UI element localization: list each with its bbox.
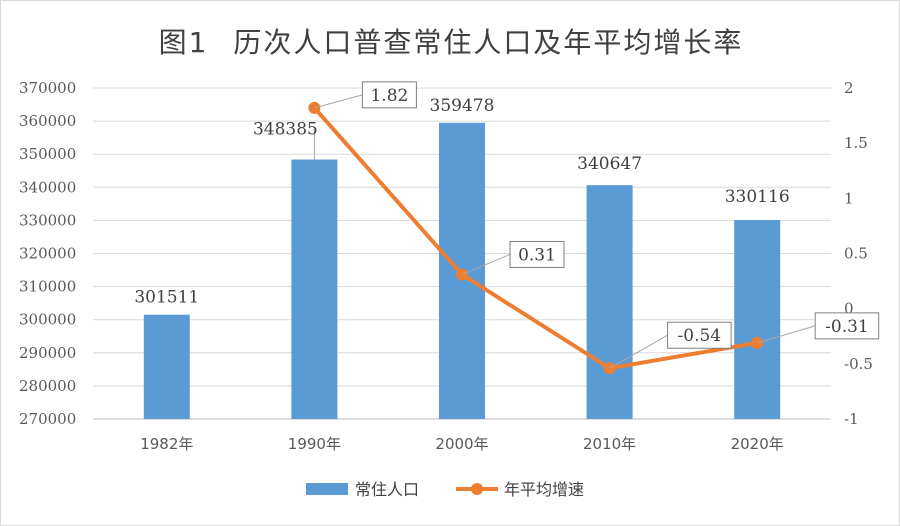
line-data-label: 1.82 xyxy=(370,86,408,106)
line-label-leader xyxy=(461,254,511,275)
y-left-tick-label: 350000 xyxy=(19,145,76,163)
line-label-box xyxy=(814,312,880,340)
bar xyxy=(586,185,633,419)
y-left-tick-label: 340000 xyxy=(19,178,76,196)
line-series-path xyxy=(312,106,758,371)
y-left-tick-label: 270000 xyxy=(19,410,76,428)
line-label-box xyxy=(509,240,565,268)
legend-bar-swatch xyxy=(306,483,348,495)
x-tick-label: 2010年 xyxy=(583,435,636,453)
y-right-tick-label: 0.5 xyxy=(844,245,868,263)
bar-data-label: 359478 xyxy=(430,96,495,116)
bar xyxy=(143,314,190,419)
line-label-box xyxy=(667,321,732,349)
y-left-tick-label: 290000 xyxy=(19,344,76,362)
x-tick-label: 2020年 xyxy=(731,435,784,453)
x-tick-label: 1982年 xyxy=(140,435,193,453)
axes: 270000 280000 290000 300000 310000 320000 3300… xyxy=(19,79,873,453)
data-labels: 301511 348385 359478 340647 330116 1.82 0.31 -0… xyxy=(134,81,880,369)
y-right-tick-label: 1 xyxy=(844,189,854,207)
bar-data-label: 301511 xyxy=(134,288,199,308)
y-left-tick-label: 330000 xyxy=(19,211,76,229)
legend-line-marker xyxy=(471,483,483,495)
bar xyxy=(291,159,338,419)
legend-line-label: 年平均增速 xyxy=(504,480,584,499)
y-left-tick-label: 310000 xyxy=(19,278,76,296)
line-data-label: 0.31 xyxy=(518,245,556,265)
y-left-tick-label: 320000 xyxy=(19,245,76,263)
legend: 常住人口 年平均增速 xyxy=(306,480,584,499)
bar-label-leader xyxy=(313,129,315,160)
bar xyxy=(734,220,781,419)
bar-data-label: 340647 xyxy=(577,154,642,174)
line-label-leader xyxy=(757,325,816,344)
legend-bar-label: 常住人口 xyxy=(355,480,419,499)
y-right-tick-label: -1 xyxy=(844,410,859,428)
y-left-tick-label: 300000 xyxy=(19,311,76,329)
y-left-tick-label: 360000 xyxy=(19,112,76,130)
y-right-tick-label: -0.5 xyxy=(844,355,873,373)
y-right-tick-label: 1.5 xyxy=(844,134,868,152)
line-data-label: -0.31 xyxy=(825,317,869,337)
line-label-leader xyxy=(609,334,668,369)
x-tick-label: 2000年 xyxy=(435,435,488,453)
line-label-box xyxy=(361,81,417,109)
y-right-tick-label: 0 xyxy=(844,300,854,318)
x-tick-label: 1990年 xyxy=(288,435,341,453)
y-left-tick-label: 280000 xyxy=(19,377,76,395)
bar-data-label: 330116 xyxy=(725,187,790,207)
y-right-tick-label: 2 xyxy=(844,79,854,97)
bar-series xyxy=(143,122,781,419)
line-data-label: -0.54 xyxy=(678,326,722,346)
bar-data-label: 348385 xyxy=(253,120,318,140)
line-label-leader xyxy=(314,94,363,109)
chart-title: 图1 历次人口普查常住人口及年平均增长率 xyxy=(158,26,744,59)
y-left-tick-label: 370000 xyxy=(19,79,76,97)
